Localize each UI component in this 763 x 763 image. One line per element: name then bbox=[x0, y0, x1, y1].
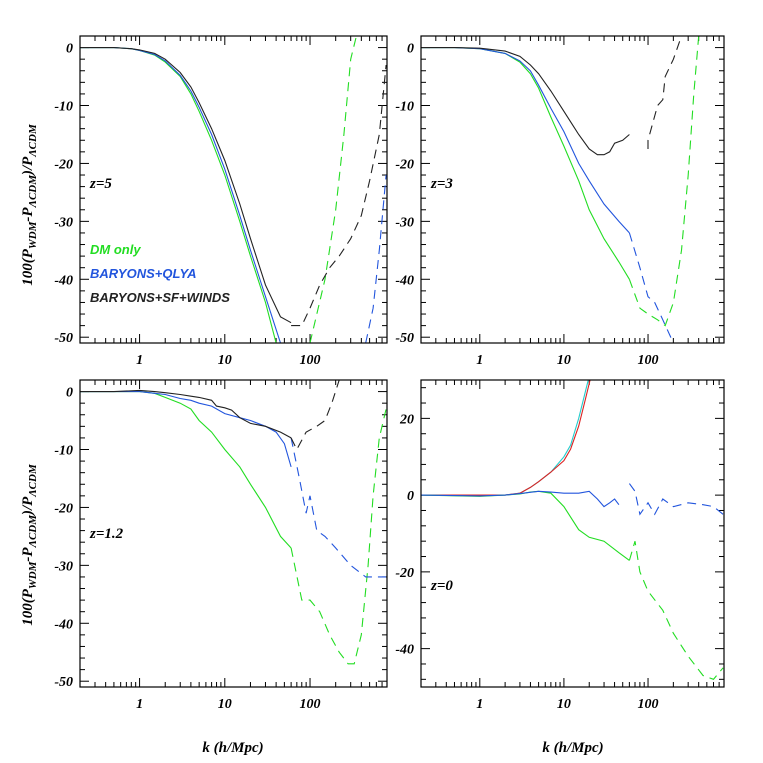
x-tick-label: 10 bbox=[557, 353, 571, 368]
panel-label: z=1.2 bbox=[89, 526, 124, 542]
baryons-sf-winds-solid-line bbox=[421, 47, 630, 156]
y-tick-label: -40 bbox=[54, 617, 73, 632]
x-tick-label: 100 bbox=[638, 697, 659, 712]
y-tick-label: -10 bbox=[54, 444, 73, 459]
y-tick-label: -20 bbox=[395, 566, 414, 581]
baryons-sf-winds-dashed-line bbox=[647, 36, 683, 149]
dm-only-solid-line bbox=[421, 47, 630, 280]
x-tick-label: 1 bbox=[136, 697, 143, 712]
series-group bbox=[80, 36, 387, 343]
dm-only-dashed-line bbox=[309, 36, 357, 343]
y-axis-title-bottom: 100(PWDM-PΛCDM)/PΛCDM bbox=[20, 463, 39, 626]
x-tick-label: 100 bbox=[300, 353, 321, 368]
baryons-qlya-solid-line bbox=[421, 490, 620, 508]
curve-solid-line bbox=[421, 380, 591, 496]
y-tick-label: -40 bbox=[395, 643, 414, 658]
baryons-qlya-dashed-line bbox=[365, 174, 387, 343]
legend-entry: BARYONS+SF+WINDS bbox=[90, 290, 230, 305]
baryons-qlya-solid-line bbox=[421, 47, 630, 234]
x-tick-label: 10 bbox=[557, 697, 571, 712]
panel-z=3: 1 10 100 0 -10 -20 -30 -40 -50 z=3 bbox=[395, 35, 725, 368]
panel-frame bbox=[79, 379, 388, 688]
y-tick-label: -20 bbox=[54, 157, 73, 172]
y-tick-label: -30 bbox=[54, 215, 73, 230]
y-tick-label: -30 bbox=[395, 215, 414, 230]
y-tick-label: -40 bbox=[395, 273, 414, 288]
baryons-sf-winds-dashed-line bbox=[290, 380, 340, 451]
panel-frame bbox=[420, 379, 725, 688]
y-tick-label: -10 bbox=[54, 100, 73, 115]
series-group bbox=[421, 36, 700, 343]
panel-frame bbox=[79, 35, 388, 344]
y-ticks bbox=[421, 35, 724, 338]
baryons-qlya-dashed-line bbox=[628, 483, 724, 516]
panel-label: z=5 bbox=[89, 176, 112, 192]
x-ticks bbox=[79, 380, 388, 687]
x-axis-title-left: k (h/Mpc) bbox=[202, 740, 263, 756]
y-tick-label: -30 bbox=[54, 559, 73, 574]
dm-only-solid-line bbox=[80, 391, 292, 549]
y-tick-label: 0 bbox=[66, 42, 73, 57]
dm-only-dashed-line bbox=[628, 541, 724, 680]
panel-z=1.2: 1 10 100 0 -10 -20 -30 -40 -50 z=1.2 bbox=[54, 379, 388, 712]
x-tick-label: 100 bbox=[300, 697, 321, 712]
dm-only-solid-line bbox=[421, 490, 630, 561]
y-tick-label: -20 bbox=[395, 157, 414, 172]
baryons-sf-winds-solid-line bbox=[80, 47, 292, 324]
baryons-qlya-dashed-line bbox=[628, 232, 674, 343]
legend-entry: DM only bbox=[90, 242, 141, 257]
x-tick-label: 1 bbox=[476, 353, 483, 368]
x-tick-label: 10 bbox=[218, 697, 232, 712]
baryons-qlya-dashed-line bbox=[290, 437, 387, 578]
y-tick-label: -50 bbox=[54, 675, 73, 690]
series-group bbox=[80, 380, 387, 665]
series-group bbox=[421, 380, 724, 680]
legend-entry: BARYONS+QLYA bbox=[90, 266, 197, 281]
panel-label: z=0 bbox=[430, 578, 453, 594]
y-tick-label: -10 bbox=[395, 100, 414, 115]
y-tick-label: -40 bbox=[54, 273, 73, 288]
y-tick-label: -50 bbox=[54, 331, 73, 346]
x-tick-label: 10 bbox=[218, 353, 232, 368]
legend: DM only BARYONS+QLYA BARYONS+SF+WINDS bbox=[90, 242, 230, 305]
x-tick-label: 1 bbox=[136, 353, 143, 368]
y-tick-label: 0 bbox=[66, 386, 73, 401]
dm-only-dashed-line bbox=[628, 36, 700, 327]
y-tick-label: -50 bbox=[395, 331, 414, 346]
y-ticks bbox=[80, 379, 387, 682]
x-tick-label: 1 bbox=[476, 697, 483, 712]
baryons-sf-winds-dashed-line bbox=[291, 64, 387, 327]
panel-frame bbox=[420, 35, 725, 344]
x-ticks bbox=[420, 36, 725, 343]
panel-z=0: 1 10 100 20 0 -20 -40 z=0 bbox=[395, 379, 725, 712]
y-tick-label: 0 bbox=[407, 42, 414, 57]
baryons-qlya-solid-line bbox=[80, 391, 292, 468]
dm-only-dashed-line bbox=[290, 408, 387, 665]
x-tick-label: 100 bbox=[638, 353, 659, 368]
x-ticks bbox=[79, 36, 388, 343]
y-tick-label: -20 bbox=[54, 501, 73, 516]
baryons-sf-winds-solid-line bbox=[80, 389, 292, 439]
panel-z=5: 1 10 100 0 -10 -20 -30 -40 -50 z=5 bbox=[54, 35, 388, 368]
x-ticks bbox=[420, 380, 725, 687]
y-axis-title-top: 100(PWDM-PΛCDM)/PΛCDM bbox=[20, 123, 39, 286]
y-ticks bbox=[421, 387, 724, 680]
y-tick-label: 20 bbox=[399, 412, 414, 427]
y-tick-label: 0 bbox=[407, 489, 414, 504]
x-axis-title-right: k (h/Mpc) bbox=[542, 740, 603, 756]
curve-solid-line bbox=[421, 380, 589, 496]
panel-label: z=3 bbox=[430, 176, 453, 192]
